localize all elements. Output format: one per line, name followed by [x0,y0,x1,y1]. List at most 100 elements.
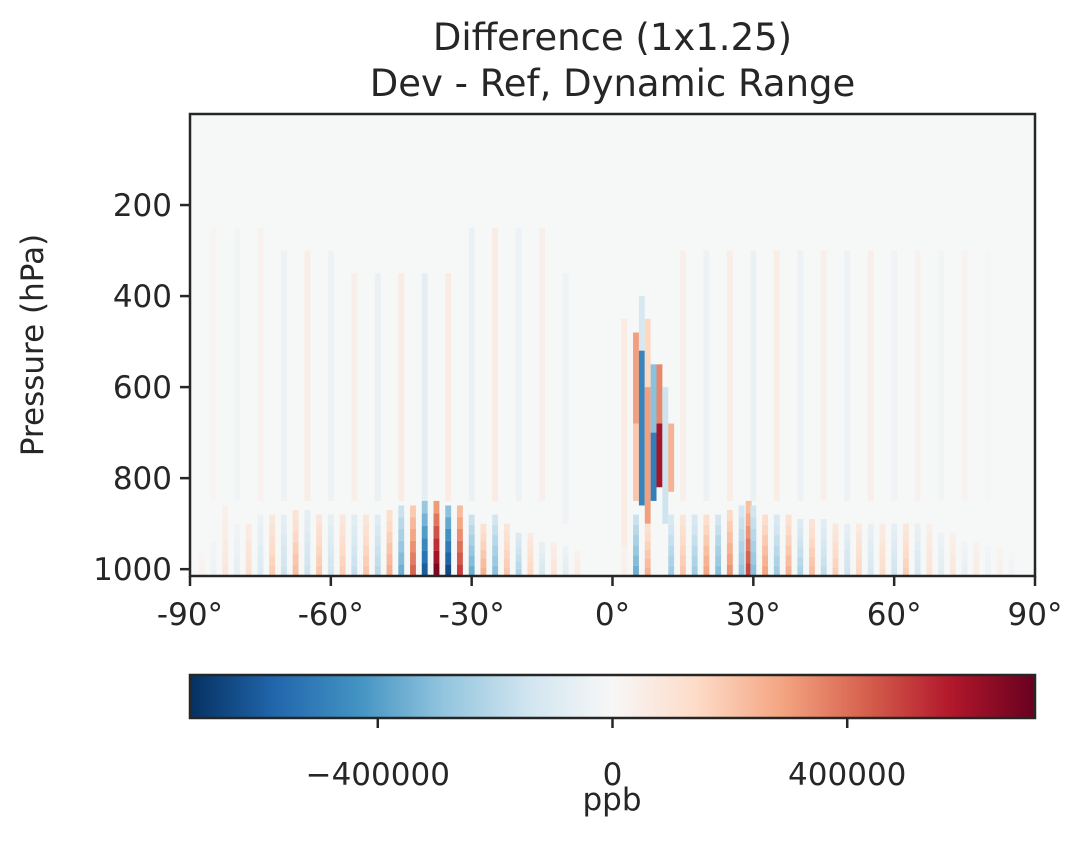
axes: -90° -60° -30° 0° 30° 60° 90° 200 400 600 800 1000 [93,112,1062,633]
heatmap-cell [327,514,334,525]
heatmap-cell [421,500,428,514]
heatmap-cell [292,532,299,543]
heatmap-cell [515,532,522,540]
heatmap-cell [668,524,675,536]
heatmap-cell [762,524,769,536]
heatmap-cell [351,535,358,546]
heatmap-cell [257,555,264,566]
heatmap-cell [820,557,827,567]
heatmap-cell [949,568,956,576]
heatmap-cell [327,524,334,536]
heatmap-cell [234,558,240,568]
heatmap-cell [374,545,381,556]
heatmap-cell [633,514,639,525]
heatmap-cell [656,364,663,424]
heatmap-streak [351,273,358,501]
heatmap-cell [891,549,898,559]
heatmap-cell [374,535,381,546]
heatmap-cell [703,565,710,576]
heatmap-cell [679,514,686,525]
heatmap-streak [726,250,733,501]
heatmap-cell [234,549,240,559]
heatmap-cell [574,571,581,576]
heatmap-streak [210,227,217,501]
heatmap-cell [574,563,581,568]
heatmap-cell [938,539,945,548]
heatmap-cell [996,551,1003,557]
heatmap-streak [515,227,522,501]
y-tick-label: 800 [113,461,172,497]
heatmap-cell [339,565,346,576]
heatmap-cell [398,517,405,529]
heatmap-streak [398,273,405,501]
heatmap-cell [809,528,815,539]
heatmap-cell [633,332,639,424]
heatmap-cell [938,561,945,569]
heatmap-cell [785,555,792,566]
heatmap-streak [539,227,546,501]
heatmap-cell [280,545,287,556]
heatmap-cell [1008,571,1015,576]
heatmap-cell [820,519,827,529]
heatmap-cell [820,566,827,576]
heatmap-cell [715,514,722,525]
heatmap-cell [503,549,510,559]
heatmap-cell [280,555,287,566]
heatmap-cell [891,558,898,568]
heatmap-streak [820,250,827,501]
heatmap-cell [914,541,921,550]
heatmap-cell [468,565,475,576]
heatmap-cell [222,517,229,529]
heatmap-cell [257,545,264,556]
heatmap-cell [492,555,499,566]
heatmap-cell [644,318,651,388]
heatmap-cell [844,558,851,568]
heatmap-cell [691,555,698,566]
heatmap-cell [715,535,722,546]
heatmap-cell [234,567,240,576]
heatmap-cell [668,535,675,546]
heatmap-cell [456,528,463,541]
heatmap-cell [926,541,933,550]
heatmap-cell [985,551,991,557]
heatmap-cell [797,557,804,567]
heatmap-cell [539,570,546,576]
heatmap-cell [339,524,346,536]
heatmap-cell [832,541,839,550]
heatmap-cell [973,547,980,554]
heatmap-cell [351,524,358,536]
heatmap-cell [386,532,393,543]
heatmap-cell [492,565,499,576]
heatmap-cell [257,535,264,546]
heatmap-cell [726,554,733,565]
heatmap-cell [398,552,405,565]
heatmap-cell [914,532,921,542]
heatmap-cell [633,565,639,576]
heatmap-streak [985,250,991,501]
heatmap-cell [832,532,839,542]
heatmap-cell [996,561,1003,567]
heatmap-cell [844,532,851,542]
heatmap-cell [515,539,522,548]
heatmap-cell [797,528,804,539]
heatmap-cell [316,545,323,556]
heatmap-cell [879,549,886,559]
heatmap-streak [257,227,264,501]
heatmap-cell [539,541,546,548]
heatmap-cell [891,541,898,550]
heatmap-cell [738,528,745,541]
heatmap-cell [410,552,416,565]
heatmap-cell [363,565,369,576]
heatmap-cell [245,523,252,533]
heatmap-cell [867,523,874,533]
heatmap-cell [386,543,393,554]
heatmap-cell [363,555,369,566]
heatmap-cell [621,318,628,547]
heatmap-cell [938,547,945,555]
heatmap-cell [269,524,276,536]
heatmap-cell [726,532,733,543]
heatmap-cell [351,514,358,525]
heatmap-cell [374,555,381,566]
heatmap-cell [856,541,862,550]
heatmap-cell [292,565,299,576]
